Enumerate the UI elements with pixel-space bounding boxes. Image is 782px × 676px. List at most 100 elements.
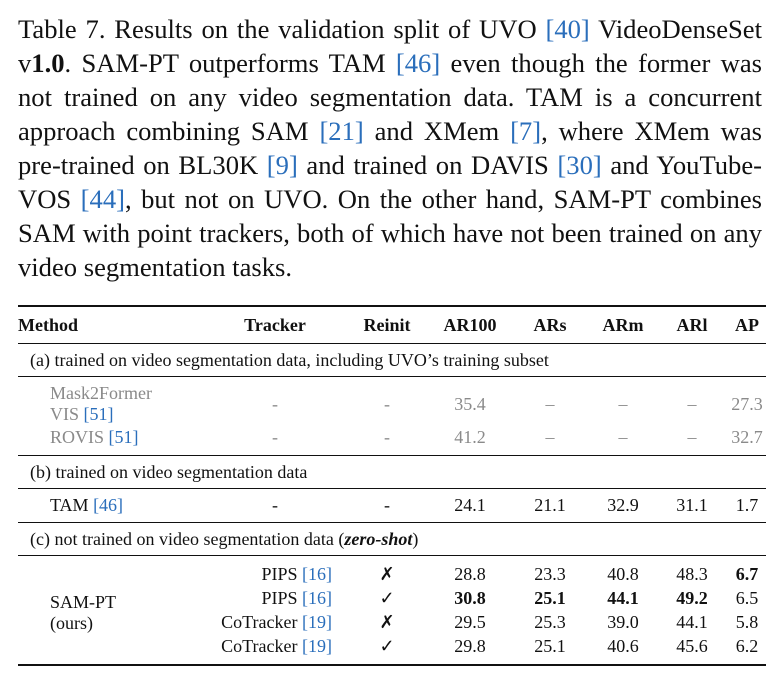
arm-cell: 40.8	[607, 563, 639, 584]
section-c-label: (c) not trained on video segmentation da…	[18, 523, 766, 556]
method-name: Mask2Former	[50, 383, 152, 403]
citation-link[interactable]: [9]	[266, 150, 298, 180]
citation-link[interactable]: [44]	[80, 184, 125, 214]
section-a-label: (a) trained on video segmentation data, …	[30, 349, 549, 370]
table-row: CoTracker [19] ✓ 29.8 25.1 40.6 45.6 6.2	[18, 634, 766, 665]
caption-text: VideoDenseSet v	[18, 14, 762, 78]
arm-cell: –	[618, 426, 628, 447]
table-caption: Table 7. Results on the validation split…	[18, 12, 762, 284]
method-cell: TAM [46]	[18, 489, 206, 523]
table-row: PIPS [16] ✓ 30.8 25.1 44.1 49.2 6.5	[18, 586, 766, 610]
caption-text: , where XMem was pre-trained on BL30K	[18, 116, 762, 180]
citation-link[interactable]: [51]	[83, 404, 114, 424]
header-ap: AP	[735, 314, 759, 335]
method-cell: SAM-PT (ours)	[18, 556, 206, 666]
table-row: CoTracker [19] ✗ 29.5 25.3 39.0 44.1 5.8	[18, 610, 766, 634]
tracker-cell: CoTracker [19]	[206, 610, 344, 634]
citation-link[interactable]: [16]	[302, 587, 332, 608]
tracker-cell: -	[272, 393, 278, 414]
ap-cell: 1.7	[735, 495, 759, 515]
caption-label: Table 7.	[18, 14, 106, 44]
citation-link[interactable]: [40]	[545, 14, 590, 44]
header-ars: ARs	[533, 314, 567, 335]
arl-cell: 48.3	[676, 563, 708, 584]
tracker-name: PIPS	[261, 563, 302, 584]
arl-cell: –	[687, 393, 697, 414]
arl-cell: 44.1	[676, 611, 708, 632]
tracker-cell: PIPS [16]	[206, 586, 344, 610]
version-number: 1.0	[31, 48, 65, 78]
ars-cell: 21.1	[534, 495, 566, 515]
arm-cell: –	[618, 393, 628, 414]
caption-text: and YouTube-VOS	[18, 150, 763, 214]
reinit-cell: ✗	[379, 563, 395, 584]
table-row: TAM [46] - - 24.1 21.1 32.9 31.1 1.7	[18, 488, 766, 523]
section-heading: (c) not trained on video segmentation da…	[18, 522, 766, 556]
section-heading: (b) trained on video segmentation data	[18, 455, 766, 489]
tracker-name: CoTracker	[221, 611, 302, 632]
ars-cell: 25.1	[534, 587, 566, 608]
section-text: )	[412, 528, 419, 549]
tracker-cell: CoTracker [19]	[206, 634, 344, 665]
arl-cell: 31.1	[676, 495, 708, 515]
header-method: Method	[18, 314, 78, 335]
caption-text: Results on the validation split of UVO	[105, 14, 546, 44]
citation-link[interactable]: [19]	[302, 611, 332, 632]
caption-text: and XMem	[363, 116, 511, 146]
caption-text: . SAM-PT outperforms TAM	[64, 48, 396, 78]
citation-link[interactable]: [7]	[510, 116, 542, 146]
ar100-cell: 41.2	[454, 426, 486, 447]
arl-cell: –	[687, 426, 697, 447]
ars-cell: 25.1	[534, 635, 566, 656]
tracker-name: PIPS	[261, 587, 302, 608]
ar100-cell: 35.4	[454, 393, 486, 414]
ars-cell: –	[545, 393, 555, 414]
citation-link[interactable]: [30]	[557, 150, 602, 180]
reinit-cell: ✗	[379, 611, 395, 632]
arm-cell: 44.1	[607, 587, 639, 608]
header-ar100: AR100	[443, 314, 497, 335]
ap-cell: 27.3	[731, 393, 763, 414]
arm-cell: 32.9	[607, 495, 639, 515]
ap-cell: 6.5	[735, 587, 759, 608]
method-name: TAM	[50, 495, 94, 515]
header-tracker: Tracker	[244, 314, 306, 335]
citation-link[interactable]: [21]	[319, 116, 364, 146]
reinit-cell: -	[384, 393, 390, 414]
results-table: Method Tracker Reinit AR100 ARs ARm ARl …	[18, 305, 766, 666]
method-subtitle: (ours)	[50, 613, 93, 633]
ap-cell: 6.2	[735, 635, 759, 656]
method-cell: Mask2Former VIS [51]	[18, 377, 206, 426]
arl-cell: 45.6	[676, 635, 708, 656]
table-row: Mask2Former VIS [51] - - 35.4 – – – 27.3	[18, 376, 766, 426]
ap-cell: 32.7	[731, 426, 763, 447]
reinit-cell: -	[384, 495, 390, 515]
citation-link[interactable]: [46]	[395, 48, 441, 78]
table-row: SAM-PT (ours) PIPS [16] ✗ 28.8 23.3 40.8 …	[18, 555, 766, 633]
tracker-name: CoTracker	[221, 635, 302, 656]
section-b-label: (b) trained on video segmentation data	[30, 461, 308, 482]
caption-text: even though the former was not trained o…	[18, 48, 762, 146]
header-arl: ARl	[676, 314, 708, 335]
ap-cell: 5.8	[735, 611, 759, 632]
table-row: ROVIS [51] - - 41.2 – – – 32.7	[18, 425, 766, 456]
citation-link[interactable]: [51]	[108, 426, 139, 447]
section-emphasis: zero-shot	[344, 528, 413, 549]
citation-link[interactable]: [16]	[302, 563, 332, 584]
section-heading: (a) trained on video segmentation data, …	[18, 343, 766, 377]
reinit-cell: ✓	[379, 587, 395, 608]
method-name: ROVIS	[50, 426, 109, 447]
ars-cell: 25.3	[534, 611, 566, 632]
method-cell: ROVIS [51]	[18, 425, 206, 456]
reinit-cell: ✓	[379, 635, 395, 656]
ars-cell: 23.3	[534, 563, 566, 584]
method-name: VIS	[50, 404, 84, 424]
tracker-cell: -	[272, 426, 278, 447]
ar100-cell: 24.1	[454, 495, 486, 515]
citation-link[interactable]: [19]	[302, 635, 332, 656]
citation-link[interactable]: [46]	[93, 495, 124, 515]
reinit-cell: -	[384, 426, 390, 447]
ar100-cell: 30.8	[454, 587, 486, 608]
tracker-cell: PIPS [16]	[206, 556, 344, 587]
method-name: SAM-PT	[50, 592, 117, 612]
